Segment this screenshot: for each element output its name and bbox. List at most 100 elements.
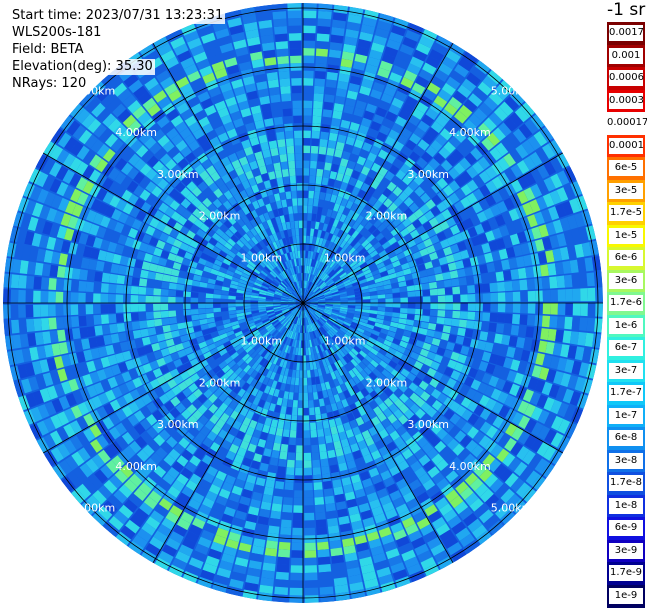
ray-gate <box>25 290 34 303</box>
ray-gate <box>183 63 198 76</box>
ray-gate <box>263 266 271 273</box>
ray-gate <box>257 250 265 259</box>
ray-gate <box>353 316 361 322</box>
ray-gate <box>192 274 202 282</box>
ray-gate <box>349 419 358 429</box>
ray-gate <box>211 60 226 72</box>
ray-gate <box>338 349 346 358</box>
ray-gate <box>474 284 483 293</box>
ray-gate <box>293 392 299 401</box>
ray-gate <box>439 529 455 543</box>
ray-gate <box>388 555 403 567</box>
ray-gate <box>381 324 390 331</box>
ray-gate <box>139 44 156 58</box>
ray-gate <box>474 483 489 497</box>
ray-gate <box>268 336 275 344</box>
ray-gate <box>265 236 272 245</box>
ray-gate <box>244 83 257 93</box>
ray-gate <box>195 485 208 497</box>
ray-gate <box>85 209 97 223</box>
ray-gate <box>448 192 460 205</box>
ray-gate <box>303 100 313 109</box>
ray-gate <box>265 295 274 299</box>
ray-gate <box>281 436 289 445</box>
ray-gate <box>346 289 355 294</box>
ray-gate <box>363 9 379 20</box>
ray-gate <box>321 285 329 291</box>
ray-gate <box>242 269 251 276</box>
ray-gate <box>333 244 340 253</box>
colorbar-unit: -1 sr <box>607 0 646 20</box>
ray-gate <box>489 499 505 514</box>
ray-gate <box>526 278 536 290</box>
ray-gate <box>426 245 436 254</box>
ray-gate <box>170 36 186 50</box>
ray-gate <box>190 291 199 298</box>
ray-gate <box>279 272 286 280</box>
ray-gate <box>307 309 312 316</box>
ray-gate <box>30 406 43 422</box>
ray-gate <box>443 141 456 154</box>
ray-gate <box>380 270 389 278</box>
ray-gate <box>307 385 313 393</box>
ray-gate <box>502 235 513 248</box>
ray-gate <box>516 445 530 461</box>
ray-gate <box>318 328 324 336</box>
ray-gate <box>157 524 172 537</box>
ray-gate <box>556 170 570 186</box>
ray-gate <box>115 313 124 323</box>
ray-gate <box>185 564 201 577</box>
ray-gate <box>353 266 362 273</box>
ray-gate <box>303 145 311 154</box>
ray-gate <box>57 329 66 342</box>
ray-gate <box>205 338 214 346</box>
ray-gate <box>269 316 278 322</box>
ray-gate <box>408 151 421 163</box>
ray-gate <box>212 246 221 255</box>
ray-gate <box>70 280 80 292</box>
ray-gate <box>137 111 151 125</box>
ray-gate <box>245 574 260 585</box>
ray-gate <box>459 311 468 320</box>
ray-gate <box>324 357 331 366</box>
ray-gate <box>396 478 408 490</box>
ray-gate <box>260 314 268 320</box>
ray-gate <box>301 273 303 281</box>
ray-gate <box>227 467 239 479</box>
ray-gate <box>293 258 297 267</box>
ray-gate <box>318 222 324 231</box>
ray-gate <box>571 317 581 331</box>
ray-gate <box>363 230 372 239</box>
ray-gate <box>297 347 301 356</box>
ray-gate <box>414 386 425 397</box>
ray-gate <box>296 340 300 348</box>
ray-gate <box>317 300 326 303</box>
ray-gate <box>381 53 396 65</box>
ray-gate <box>93 304 101 314</box>
ray-gate <box>100 356 111 368</box>
ray-gate <box>257 274 266 281</box>
ray-gate <box>486 262 496 273</box>
ray-gate <box>296 183 303 191</box>
ray-gate <box>424 430 436 442</box>
ray-gate <box>227 17 242 28</box>
ray-gate <box>348 218 356 228</box>
ray-gate <box>555 386 567 401</box>
ray-gate <box>296 325 300 333</box>
ray-gate <box>517 361 528 374</box>
ray-gate <box>292 291 298 298</box>
ray-gate <box>329 328 337 335</box>
ray-gate <box>552 248 563 262</box>
ray-gate <box>284 482 294 491</box>
ray-gate <box>464 328 474 338</box>
ray-gate <box>168 188 180 200</box>
ray-gate <box>359 31 374 42</box>
ray-gate <box>304 542 316 551</box>
ray-gate <box>336 401 344 410</box>
ray-gate <box>200 32 216 44</box>
ray-gate <box>510 324 520 336</box>
ray-gate <box>125 519 140 534</box>
ray-gate <box>400 228 410 238</box>
ray-gate <box>313 399 320 408</box>
ray-gate <box>65 393 77 407</box>
